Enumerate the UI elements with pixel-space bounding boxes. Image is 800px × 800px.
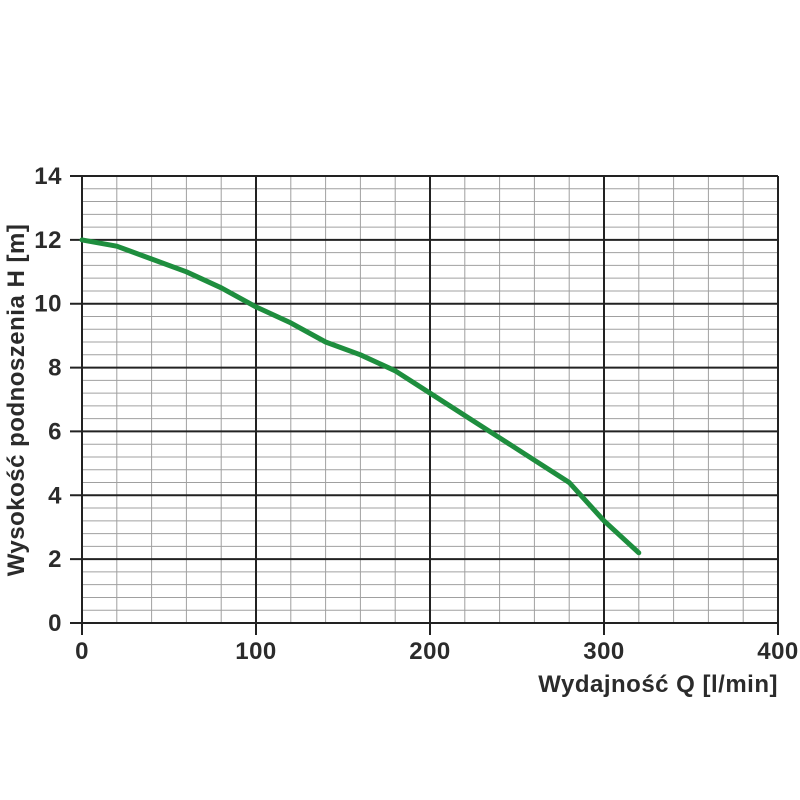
- y-axis-tick-labels: 0 2 4 6 8 10 12 14: [34, 163, 62, 637]
- svg-text:10: 10: [34, 291, 62, 318]
- svg-text:14: 14: [34, 163, 62, 190]
- svg-text:6: 6: [48, 418, 62, 445]
- svg-text:0: 0: [48, 610, 62, 637]
- svg-text:12: 12: [34, 227, 62, 254]
- svg-text:0: 0: [75, 638, 89, 665]
- svg-text:8: 8: [48, 355, 62, 382]
- svg-text:100: 100: [235, 638, 277, 665]
- x-axis-tick-labels: 0 100 200 300 400: [75, 638, 799, 665]
- pump-curve: [79, 237, 642, 556]
- svg-text:2: 2: [48, 546, 62, 573]
- svg-text:400: 400: [757, 638, 799, 665]
- svg-text:200: 200: [409, 638, 451, 665]
- x-axis-title: Wydajność Q [l/min]: [538, 671, 778, 698]
- y-axis-title: Wysokość podnoszenia H [m]: [3, 224, 30, 577]
- svg-text:4: 4: [48, 482, 62, 509]
- svg-text:300: 300: [583, 638, 625, 665]
- grid-major-lines: [70, 175, 779, 635]
